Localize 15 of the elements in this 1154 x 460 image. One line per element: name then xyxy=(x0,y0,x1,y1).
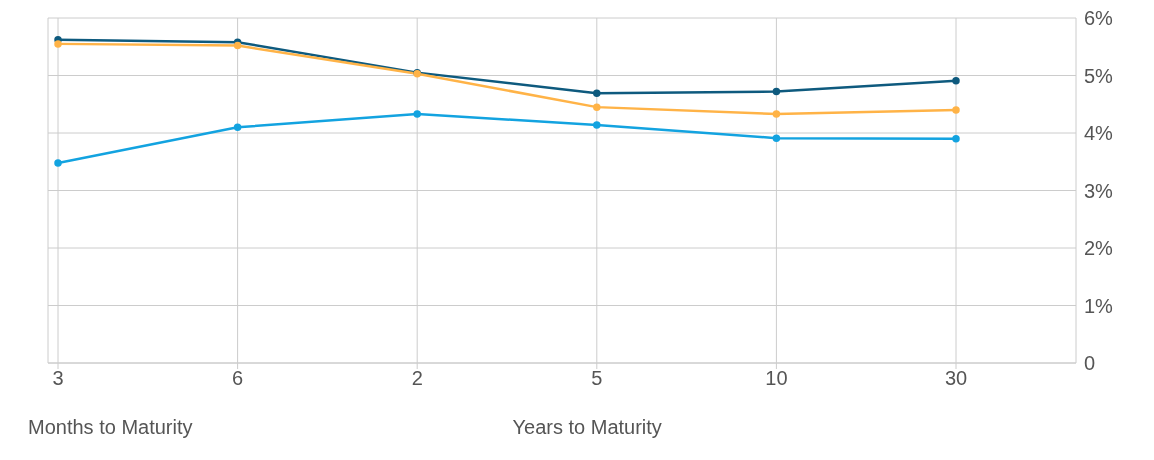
y-tick-label: 1% xyxy=(1084,294,1114,317)
x-tick-label: 6 xyxy=(232,367,244,390)
text: Months to Maturity xyxy=(28,416,193,439)
y-tick-label: 3% xyxy=(1084,179,1114,202)
x-tick-label: 5 xyxy=(591,367,603,390)
x-tick-label: 30 xyxy=(944,367,968,390)
y-tick-label: 4% xyxy=(1084,122,1114,145)
text: Years to Maturity xyxy=(512,416,662,439)
x-tick-label: 3 xyxy=(52,367,64,390)
y-tick-label: 5% xyxy=(1084,64,1114,87)
x-tick-label: 10 xyxy=(765,367,788,390)
y-tick-label: 0 xyxy=(1084,352,1096,375)
y-tick-label: 2% xyxy=(1084,237,1114,260)
x-tick-label: 2 xyxy=(411,367,423,390)
y-tick-label: 6% xyxy=(1084,7,1114,30)
